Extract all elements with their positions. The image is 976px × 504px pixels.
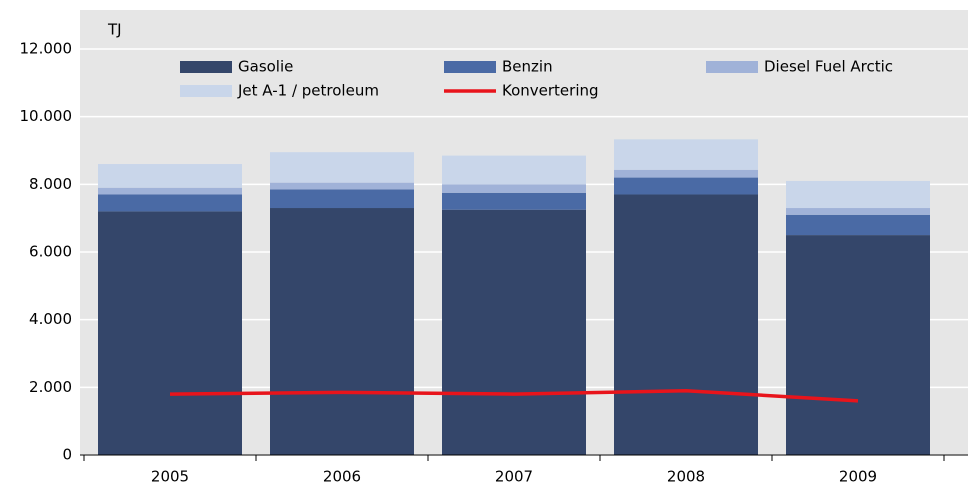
bar-segment	[98, 187, 242, 195]
bar-segment	[270, 182, 414, 190]
bar-segment	[614, 139, 758, 170]
bar-segment	[270, 208, 414, 455]
bar-segment	[98, 164, 242, 188]
y-axis-label: TJ	[107, 21, 122, 39]
bar-segment	[786, 180, 930, 209]
y-tick-label: 6.000	[29, 243, 72, 261]
bar-segment	[614, 194, 758, 455]
bar-segment	[614, 177, 758, 195]
x-tick-label: 2007	[495, 468, 533, 486]
bar-segment	[442, 209, 586, 455]
legend-swatch	[180, 85, 232, 97]
bar-segment	[98, 211, 242, 455]
bar-segment	[614, 169, 758, 178]
legend-label: Benzin	[502, 58, 553, 76]
y-tick-label: 8.000	[29, 175, 72, 193]
legend-swatch	[706, 61, 758, 73]
x-tick-label: 2009	[839, 468, 877, 486]
legend-label: Konvertering	[502, 82, 599, 100]
bar-segment	[442, 184, 586, 193]
y-tick-label: 12.000	[20, 40, 73, 58]
legend-label: Diesel Fuel Arctic	[764, 58, 893, 76]
x-tick-label: 2005	[151, 468, 189, 486]
bar-segment	[98, 194, 242, 212]
legend-label: Gasolie	[238, 58, 293, 76]
bar-segment	[270, 189, 414, 209]
bar-segment	[442, 192, 586, 210]
line-series	[169, 388, 859, 403]
legend-swatch	[180, 61, 232, 73]
bar-segment	[786, 208, 930, 215]
bar-segment	[786, 235, 930, 455]
bar-segment	[442, 155, 586, 185]
y-tick-label: 0	[62, 446, 72, 464]
x-tick-label: 2008	[667, 468, 705, 486]
y-tick-label: 2.000	[29, 378, 72, 396]
bar-segment	[270, 152, 414, 183]
legend-swatch	[444, 61, 496, 73]
legend-label: Jet A-1 / petroleum	[237, 82, 379, 100]
y-tick-label: 4.000	[29, 310, 72, 328]
x-tick-label: 2006	[323, 468, 361, 486]
bar-segment	[786, 214, 930, 236]
y-tick-label: 10.000	[20, 107, 73, 125]
